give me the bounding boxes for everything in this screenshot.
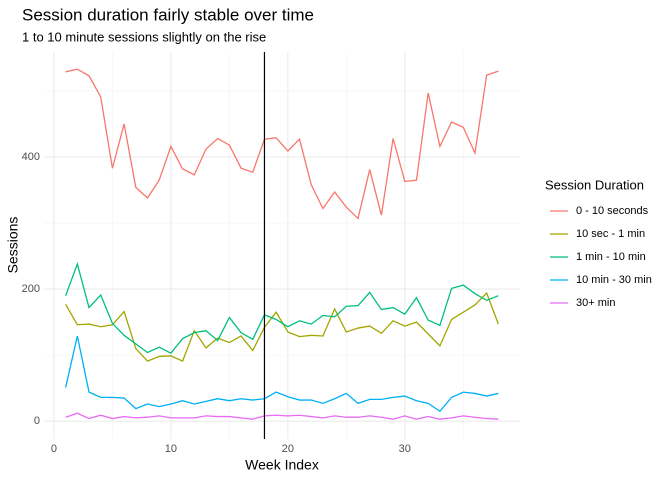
x-tick-label: 0 [51,443,57,455]
series-line [65,412,499,420]
legend-label: 0 - 10 seconds [576,205,649,217]
series-line [65,261,499,354]
legend-title: Session Duration [545,177,644,192]
x-tick-label: 30 [399,443,411,455]
chart-title: Session duration fairly stable over time [22,5,314,24]
series-line [65,68,499,220]
chart-subtitle: 1 to 10 minute sessions slightly on the … [22,29,266,44]
y-tick-label: 0 [34,415,40,427]
y-tick-label: 400 [22,151,40,163]
x-tick-label: 10 [165,443,177,455]
series-line [65,291,499,362]
series-line [65,335,499,413]
legend-label: 30+ min [576,297,615,309]
y-tick-label: 200 [22,283,40,295]
x-tick-label: 20 [282,443,294,455]
y-axis-label: Sessions [5,217,21,274]
legend-label: 1 min - 10 min [576,251,646,263]
legend-label: 10 min - 30 min [576,274,652,286]
legend-label: 10 sec - 1 min [576,228,645,240]
x-axis-label: Week Index [245,457,319,473]
